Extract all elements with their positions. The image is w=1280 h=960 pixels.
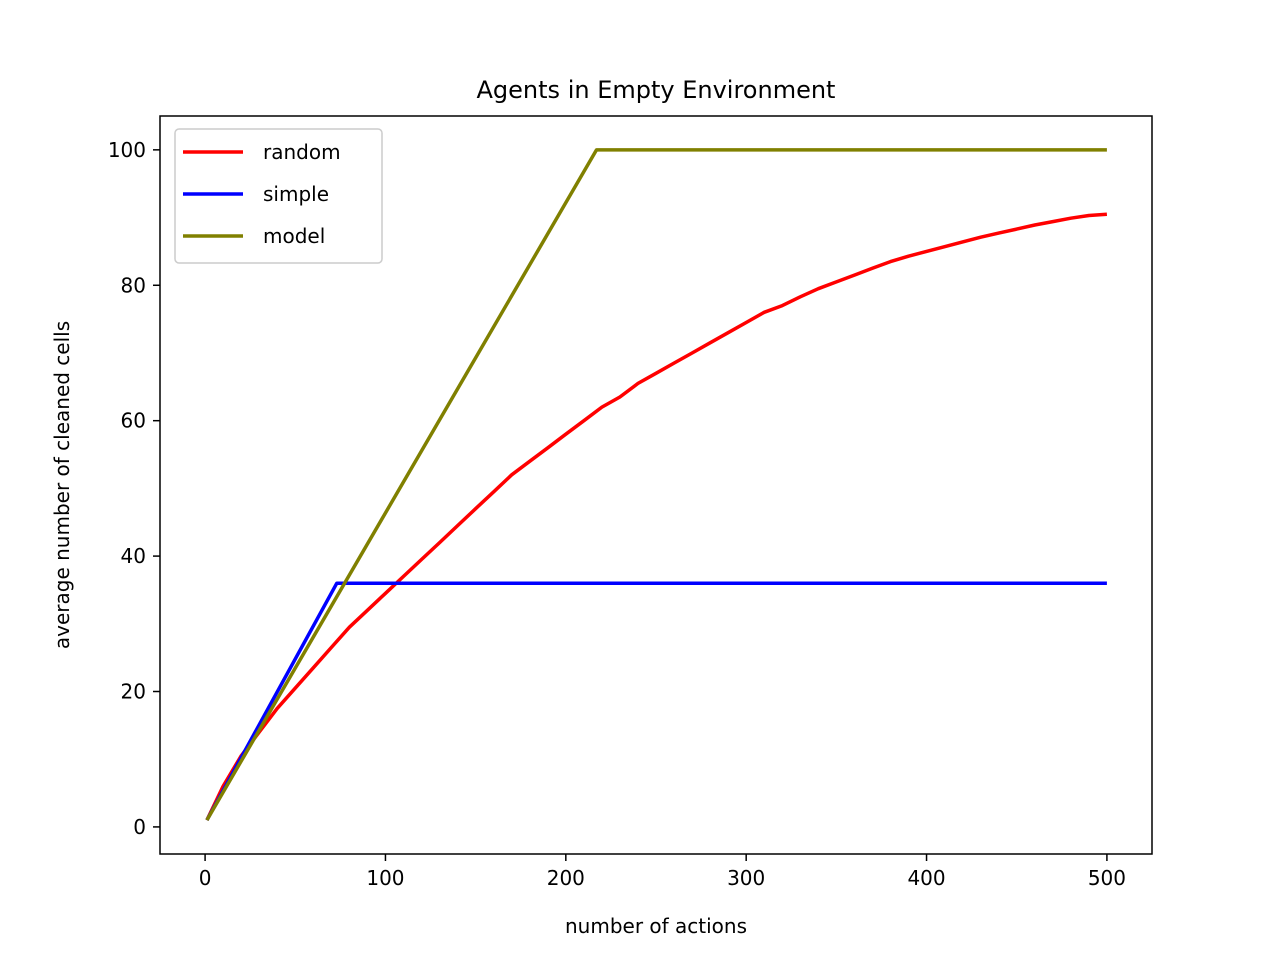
y-tick-label: 60 [121, 409, 146, 433]
y-axis-label: average number of cleaned cells [50, 321, 74, 649]
legend-label-simple: simple [263, 182, 329, 206]
x-tick-label: 300 [727, 866, 765, 890]
series-line-model [205, 148, 1107, 821]
legend: random simple model [174, 128, 383, 264]
x-axis-label: number of actions [565, 914, 747, 938]
y-tick-label: 40 [121, 544, 146, 568]
chart-title: Agents in Empty Environment [477, 76, 836, 104]
x-tick-label: 0 [199, 866, 212, 890]
legend-label-random: random [263, 140, 341, 164]
axis-ticks: 0 100 200 300 400 500 0 20 40 60 80 100 [108, 138, 1126, 890]
x-tick-label: 500 [1088, 866, 1126, 890]
series-lines [205, 148, 1108, 821]
y-tick-label: 80 [121, 273, 146, 297]
legend-box [174, 128, 383, 264]
y-tick-label: 20 [121, 680, 146, 704]
plot-frame [159, 115, 1153, 855]
series-line-simple [205, 581, 1107, 821]
y-tick-label: 100 [108, 138, 146, 162]
legend-label-model: model [263, 224, 325, 248]
x-tick-label: 200 [547, 866, 585, 890]
x-tick-label: 400 [907, 866, 945, 890]
series-line-random [205, 212, 1108, 821]
y-tick-label: 0 [133, 815, 146, 839]
x-tick-label: 100 [366, 866, 404, 890]
